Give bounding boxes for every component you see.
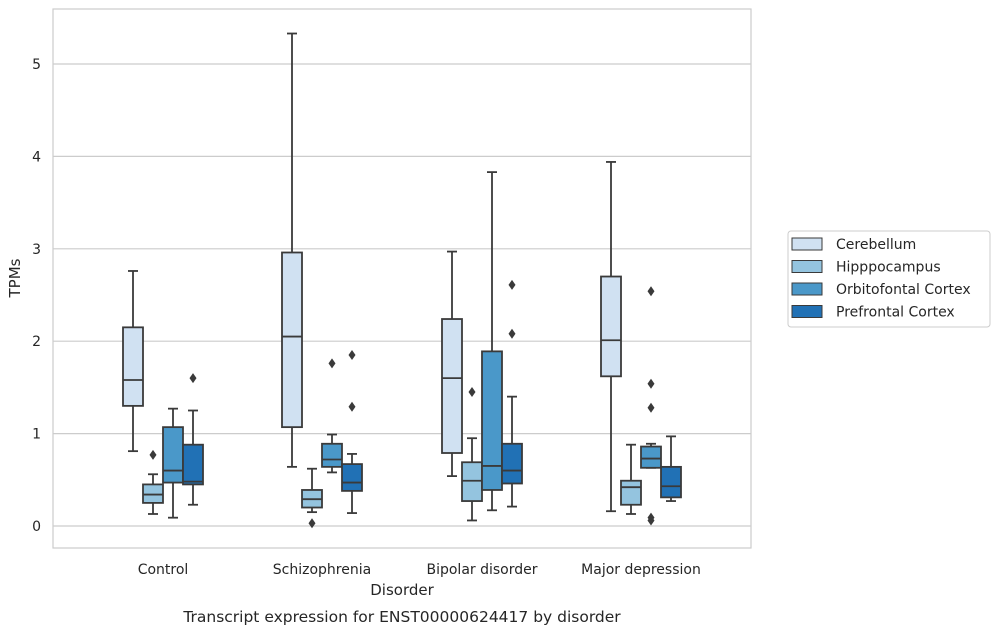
box: [660, 435, 682, 502]
box-iqr: [321, 442, 343, 468]
series-hipppocampus: [142, 387, 642, 529]
legend-swatch: [791, 282, 823, 296]
legend-swatch: [791, 260, 823, 273]
x-axis-ticks: Control Schizophrenia Bipolar disorder Majo…: [138, 562, 701, 578]
outlier-point: [348, 350, 356, 361]
box-iqr: [660, 465, 682, 499]
box: [142, 449, 164, 515]
box: [162, 407, 184, 519]
legend-label: Cerebellum: [836, 237, 916, 253]
legend-swatch: [791, 237, 823, 251]
box-iqr: [620, 479, 642, 506]
box: [481, 171, 503, 512]
y-tick-label: 2: [32, 334, 41, 350]
box: [301, 467, 323, 529]
outlier-point: [348, 401, 356, 412]
box-iqr: [162, 426, 184, 484]
outlier-point: [647, 286, 655, 297]
box: [461, 387, 483, 522]
y-tick-label: 5: [32, 57, 41, 73]
x-tick-label: Bipolar disorder: [426, 562, 537, 578]
box: [441, 250, 463, 478]
series-orbitofontal-cortex: [162, 171, 662, 526]
series-cerebellum: [122, 32, 622, 513]
box-iqr: [481, 350, 503, 491]
x-tick-label: Schizophrenia: [273, 562, 371, 578]
outlier-point: [647, 402, 655, 413]
box: [501, 279, 523, 508]
box-iqr: [142, 483, 164, 504]
box: [182, 373, 204, 506]
box-iqr: [461, 461, 483, 502]
y-axis-title: TPMs: [6, 258, 24, 298]
box-iqr: [640, 445, 662, 469]
series-prefrontal-cortex: [182, 279, 682, 514]
legend-label: Hipppocampus: [836, 260, 941, 276]
box-iqr: [600, 275, 622, 378]
outlier-point: [308, 518, 316, 529]
box: [281, 32, 303, 468]
y-tick-label: 1: [32, 427, 41, 443]
outlier-point: [149, 449, 157, 460]
box-iqr: [281, 251, 303, 429]
legend-label: Prefrontal Cortex: [836, 305, 955, 321]
box-iqr: [122, 326, 144, 407]
outlier-point: [468, 387, 476, 398]
box: [341, 350, 363, 514]
box-series-group: [122, 32, 682, 529]
box: [620, 443, 642, 515]
outlier-point: [647, 378, 655, 389]
outlier-point: [508, 279, 516, 290]
y-axis-ticks: 0 1 2 3 4 5: [32, 57, 41, 535]
legend-label: Orbitofontal Cortex: [836, 282, 971, 298]
x-tick-label: Major depression: [581, 562, 701, 578]
outlier-point: [328, 358, 336, 369]
chart-caption: Transcript expression for ENST0000062441…: [182, 608, 621, 626]
box-iqr: [441, 318, 463, 454]
box: [600, 161, 622, 513]
box: [640, 286, 662, 526]
y-tick-label: 4: [32, 149, 41, 165]
outlier-point: [647, 515, 655, 526]
box-iqr: [182, 443, 204, 486]
outlier-point: [508, 328, 516, 339]
box-iqr: [341, 463, 363, 492]
box-iqr: [501, 442, 523, 485]
legend-swatch: [791, 305, 823, 318]
x-tick-label: Control: [138, 562, 189, 578]
y-tick-label: 3: [32, 242, 41, 258]
box: [321, 358, 343, 474]
y-tick-label: 0: [32, 519, 41, 535]
legend-frame: [787, 230, 991, 328]
legend: Cerebellum Hipppocampus Orbitofontal Corte…: [787, 230, 991, 328]
x-axis-title: Disorder: [370, 581, 434, 599]
box: [122, 270, 144, 453]
outlier-point: [189, 373, 197, 384]
